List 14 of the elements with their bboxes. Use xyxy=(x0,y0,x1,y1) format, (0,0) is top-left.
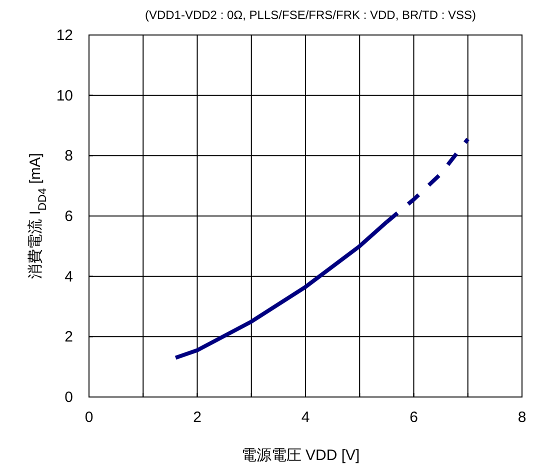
y-tick-label: 8 xyxy=(64,148,73,165)
y-tick-label: 10 xyxy=(56,87,73,104)
x-tick-label: 4 xyxy=(301,409,310,426)
y-tick-label: 0 xyxy=(64,389,73,406)
x-tick-label: 8 xyxy=(518,409,526,426)
x-tick-label: 6 xyxy=(410,409,418,426)
chart-title: (VDD1-VDD2 : 0Ω, PLLS/FSE/FRS/FRK : VDD, BR/TD : VSS) xyxy=(144,8,476,22)
y-tick-label: 6 xyxy=(64,208,73,225)
y-tick-label: 4 xyxy=(64,268,73,286)
x-tick-label: 2 xyxy=(193,409,202,426)
y-tick-label: 2 xyxy=(64,328,73,346)
x-axis-title: 電源電圧 VDD [V] xyxy=(241,447,360,464)
y-tick-label: 12 xyxy=(56,27,73,44)
x-tick-label: 0 xyxy=(84,409,94,426)
